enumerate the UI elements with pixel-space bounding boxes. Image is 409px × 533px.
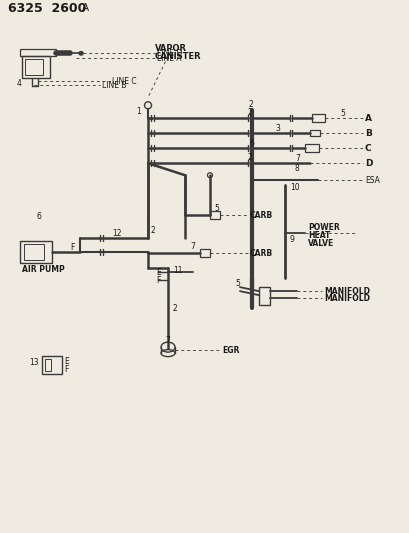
Text: LINE C: LINE C xyxy=(112,77,136,86)
Text: 3: 3 xyxy=(274,124,279,133)
Text: AIR PUMP: AIR PUMP xyxy=(22,265,65,273)
Text: 13: 13 xyxy=(29,358,39,367)
Text: CANISTER: CANISTER xyxy=(155,52,201,61)
Text: 5: 5 xyxy=(339,109,344,118)
Text: A: A xyxy=(82,3,89,13)
Bar xyxy=(22,56,50,78)
Text: HEAT: HEAT xyxy=(307,231,330,240)
Bar xyxy=(304,144,318,152)
Ellipse shape xyxy=(79,52,83,55)
Bar xyxy=(311,114,324,122)
Bar xyxy=(20,50,56,56)
Text: VAPOR: VAPOR xyxy=(155,44,187,53)
Text: 2: 2 xyxy=(172,304,176,313)
Bar xyxy=(20,241,52,263)
Text: 2: 2 xyxy=(150,225,155,235)
Text: 2: 2 xyxy=(247,153,252,161)
Text: 5: 5 xyxy=(213,204,218,213)
Text: E: E xyxy=(156,268,160,277)
Text: MANIFOLD: MANIFOLD xyxy=(323,287,369,296)
Bar xyxy=(309,130,319,136)
Bar xyxy=(209,211,220,219)
Bar xyxy=(25,59,43,75)
Text: 9: 9 xyxy=(289,235,294,244)
Text: POWER: POWER xyxy=(307,223,339,232)
Text: 12: 12 xyxy=(112,229,121,238)
Text: MANIFOLD: MANIFOLD xyxy=(323,294,369,303)
Text: 6: 6 xyxy=(36,212,41,221)
Text: VALVE: VALVE xyxy=(307,239,333,248)
Text: ESA: ESA xyxy=(364,176,379,185)
Text: 6325  2600: 6325 2600 xyxy=(8,2,86,15)
Text: E: E xyxy=(64,357,69,366)
Text: EGR: EGR xyxy=(221,345,239,354)
Text: 11: 11 xyxy=(173,265,182,274)
Text: 8: 8 xyxy=(294,164,299,173)
Bar xyxy=(24,244,44,260)
Text: 2: 2 xyxy=(248,100,253,109)
Bar xyxy=(258,287,269,305)
Bar xyxy=(45,359,51,371)
Text: 7: 7 xyxy=(165,336,170,345)
Text: 2: 2 xyxy=(247,108,252,117)
Text: B: B xyxy=(364,129,371,138)
Text: D: D xyxy=(364,159,371,168)
Text: F: F xyxy=(70,243,75,252)
Bar xyxy=(200,249,209,257)
Text: 7: 7 xyxy=(294,154,299,163)
Text: 7: 7 xyxy=(189,241,194,251)
Text: LINE D: LINE D xyxy=(157,49,182,58)
Text: 4: 4 xyxy=(17,79,22,88)
Text: 5: 5 xyxy=(234,279,239,288)
Text: CARB: CARB xyxy=(249,249,272,257)
Text: 1: 1 xyxy=(136,107,140,116)
Text: F: F xyxy=(156,276,160,285)
Text: 6: 6 xyxy=(249,139,254,148)
Text: LINE A: LINE A xyxy=(157,54,181,63)
Text: F: F xyxy=(64,365,68,374)
Text: C: C xyxy=(364,144,371,153)
Text: LINE B: LINE B xyxy=(102,81,126,90)
Text: A: A xyxy=(364,114,371,123)
Bar xyxy=(42,356,62,374)
Text: CARB: CARB xyxy=(249,211,272,220)
Text: 10: 10 xyxy=(289,183,299,192)
